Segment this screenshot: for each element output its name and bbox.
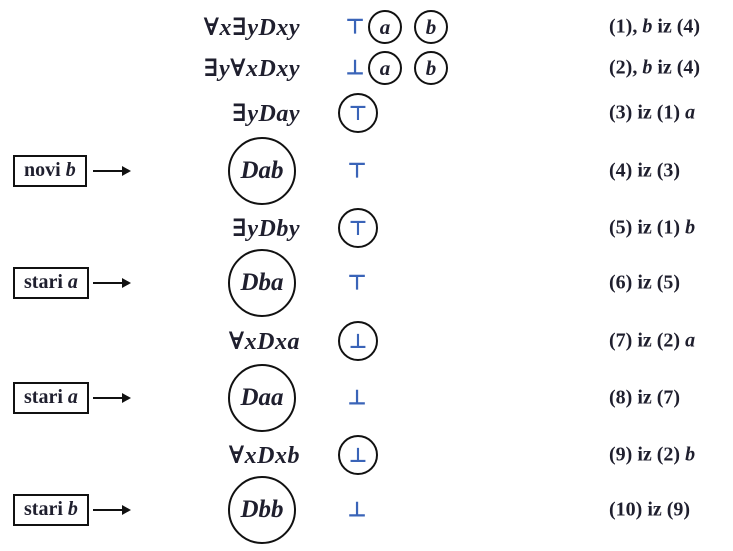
constant-b: b	[425, 14, 437, 39]
formula-text: ∀xDxb	[229, 440, 300, 470]
formula-math: ∃y∀xDxy	[203, 56, 300, 82]
circled-formula: Dba	[228, 249, 296, 317]
formula-math: ∀xDxa	[228, 329, 300, 355]
formula-text: ∀x∃yDxy	[204, 12, 300, 42]
label-var: b	[65, 159, 76, 181]
justification: (4) iz (3)	[609, 160, 680, 183]
justification-var: b	[642, 15, 653, 38]
truth-value-circle: ⊤	[338, 208, 378, 248]
justification-pre: (6) iz (5)	[609, 271, 681, 294]
formula-math: ∃yDay	[231, 101, 300, 127]
label-text: stari	[24, 498, 68, 520]
justification: (8) iz (7)	[609, 387, 680, 410]
justification-pre: (10) iz (9)	[609, 498, 691, 521]
label-var: a	[67, 386, 78, 408]
formula-math: Dab	[240, 157, 284, 184]
justification-pre: (1),	[609, 15, 643, 38]
justification: (3) iz (1) a	[609, 102, 695, 125]
circled-formula: Daa	[228, 364, 296, 432]
constant-circle-a: a	[368, 51, 402, 85]
label-var: b	[67, 498, 78, 520]
truth-value: ⊤	[347, 270, 367, 295]
arrow-right-icon	[93, 393, 131, 403]
formula-math: ∀xDxb	[228, 443, 300, 469]
formula-text: ∃yDay	[232, 98, 300, 128]
formula-math: Dbb	[240, 496, 284, 523]
justification-var: b	[685, 443, 696, 466]
justification: (7) iz (2) a	[609, 330, 695, 353]
justification-post: iz (4)	[652, 15, 701, 38]
arrow-right-icon	[93, 278, 131, 288]
formula-math: ∃yDby	[231, 216, 300, 242]
justification-pre: (2),	[609, 56, 643, 79]
circled-formula: Dbb	[228, 476, 296, 544]
truth-value: ⊤	[348, 101, 368, 125]
constant-a: a	[379, 14, 391, 39]
label-text: novi	[24, 159, 66, 181]
formula-text: ∃y∀xDxy	[204, 53, 300, 83]
justification: (6) iz (5)	[609, 272, 680, 295]
old-constant-box: stari b	[13, 494, 89, 526]
truth-value: ⊤	[345, 14, 365, 39]
formula-text: ∃yDby	[232, 213, 300, 243]
formula-math: Dba	[240, 269, 284, 296]
truth-value: ⊥	[347, 497, 367, 522]
circled-formula: Dab	[228, 137, 296, 205]
label-var: a	[67, 271, 78, 293]
old-constant-box: stari a	[13, 382, 89, 414]
formula-math: ∀x∃yDxy	[203, 15, 300, 41]
label-text: stari	[24, 386, 68, 408]
constant-b: b	[425, 55, 437, 80]
constant-circle-a: a	[368, 10, 402, 44]
justification-post: iz (4)	[652, 56, 701, 79]
justification-pre: (9) iz (2)	[609, 443, 686, 466]
justification-pre: (5) iz (1)	[609, 216, 686, 239]
formula-math: Daa	[240, 384, 284, 411]
justification-pre: (4) iz (3)	[609, 159, 681, 182]
truth-value-circle: ⊥	[338, 321, 378, 361]
justification: (1), b iz (4)	[609, 16, 700, 39]
new-constant-box: novi b	[13, 155, 87, 187]
justification: (9) iz (2) b	[609, 444, 695, 467]
truth-value: ⊤	[347, 158, 367, 183]
justification: (10) iz (9)	[609, 499, 690, 522]
justification: (2), b iz (4)	[609, 57, 700, 80]
constant-circle-b: b	[414, 51, 448, 85]
justification-var: b	[642, 56, 653, 79]
truth-value: ⊤	[348, 216, 368, 240]
justification-var: a	[685, 329, 696, 352]
justification-pre: (3) iz (1)	[609, 101, 686, 124]
justification-pre: (8) iz (7)	[609, 386, 681, 409]
arrow-right-icon	[93, 505, 131, 515]
truth-value: ⊥	[345, 55, 365, 80]
justification-var: a	[685, 101, 696, 124]
truth-value-circle: ⊥	[338, 435, 378, 475]
justification: (5) iz (1) b	[609, 217, 695, 240]
constant-a: a	[379, 55, 391, 80]
truth-value: ⊥	[347, 385, 367, 410]
constant-circle-b: b	[414, 10, 448, 44]
label-text: stari	[24, 271, 68, 293]
formula-text: ∀xDxa	[229, 326, 300, 356]
truth-value: ⊥	[348, 329, 368, 353]
truth-value-circle: ⊤	[338, 93, 378, 133]
old-constant-box: stari a	[13, 267, 89, 299]
arrow-right-icon	[93, 166, 131, 176]
truth-value: ⊥	[348, 443, 368, 467]
justification-pre: (7) iz (2)	[609, 329, 686, 352]
justification-var: b	[685, 216, 696, 239]
